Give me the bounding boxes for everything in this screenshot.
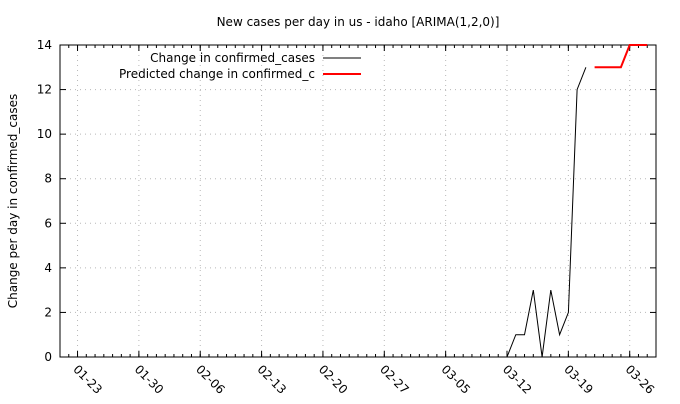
x-tick-label: 03-05 (439, 362, 474, 397)
y-tick-label: 4 (44, 261, 52, 275)
chart-title: New cases per day in us - idaho [ARIMA(1… (217, 15, 500, 29)
y-tick-label: 2 (44, 305, 52, 319)
x-tick-label: 02-27 (377, 362, 412, 397)
grid (60, 45, 656, 357)
series-line-predicted (594, 44, 648, 69)
y-tick-label: 14 (37, 38, 52, 52)
x-tick-label: 02-13 (254, 362, 289, 397)
x-tick-label: 03-19 (561, 362, 596, 397)
y-tick-label: 12 (37, 83, 52, 97)
y-tick-label: 6 (44, 216, 52, 230)
y-tick-label: 0 (44, 350, 52, 364)
series-line-actual (506, 67, 587, 358)
x-tick-label: 02-06 (193, 362, 228, 397)
plot-frame (59, 44, 657, 358)
x-tick-label: 01-30 (132, 362, 167, 397)
x-tick-label: 02-20 (316, 362, 351, 397)
x-tick-label: 03-26 (623, 362, 658, 397)
series (506, 44, 648, 358)
legend-label: Change in confirmed_cases (150, 51, 315, 65)
y-tick-label: 10 (37, 127, 52, 141)
y-tick-label: 8 (44, 172, 52, 186)
legend: Change in confirmed_cases Predicted chang… (119, 51, 361, 81)
axes: 0 2 4 6 8 10 12 14 01-23 01-30 02-06 02-13 02-20 02-2… (37, 38, 657, 397)
y-axis-label: Change per day in confirmed_cases (6, 94, 20, 309)
x-tick-label: 01-23 (70, 362, 105, 397)
legend-label: Predicted change in confirmed_c (119, 67, 315, 81)
x-tick-label: 03-12 (500, 362, 535, 397)
